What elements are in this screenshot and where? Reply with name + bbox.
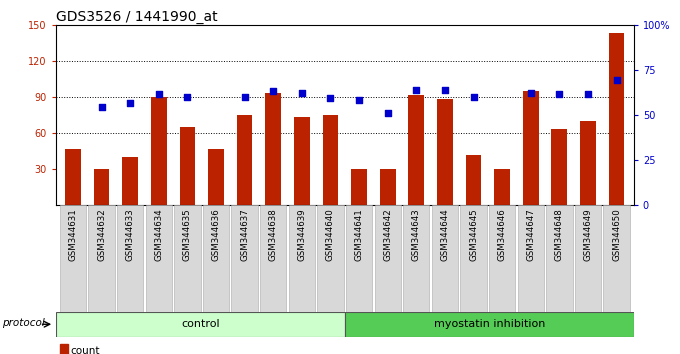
FancyBboxPatch shape bbox=[346, 205, 372, 312]
Text: GSM344649: GSM344649 bbox=[583, 209, 592, 261]
FancyBboxPatch shape bbox=[345, 312, 634, 337]
FancyBboxPatch shape bbox=[375, 205, 401, 312]
Text: GSM344650: GSM344650 bbox=[612, 209, 621, 261]
FancyBboxPatch shape bbox=[260, 205, 286, 312]
Point bbox=[554, 91, 565, 97]
Point bbox=[611, 77, 622, 82]
Bar bbox=[65, 149, 81, 205]
Bar bbox=[122, 157, 138, 205]
Bar bbox=[523, 91, 539, 205]
Bar bbox=[409, 95, 424, 205]
Point bbox=[153, 91, 164, 97]
Bar bbox=[380, 169, 396, 205]
Text: GSM344644: GSM344644 bbox=[441, 209, 449, 261]
Text: GSM344647: GSM344647 bbox=[526, 209, 535, 261]
Text: GSM344636: GSM344636 bbox=[211, 209, 220, 261]
Bar bbox=[294, 118, 309, 205]
Point bbox=[382, 110, 393, 116]
Point bbox=[239, 94, 250, 100]
Point bbox=[468, 94, 479, 100]
Text: myostatin inhibition: myostatin inhibition bbox=[434, 319, 545, 329]
FancyBboxPatch shape bbox=[517, 205, 544, 312]
FancyBboxPatch shape bbox=[231, 205, 258, 312]
FancyBboxPatch shape bbox=[489, 205, 515, 312]
Text: GSM344637: GSM344637 bbox=[240, 209, 249, 261]
FancyBboxPatch shape bbox=[203, 205, 229, 312]
Bar bbox=[94, 169, 109, 205]
Bar bbox=[466, 155, 481, 205]
FancyBboxPatch shape bbox=[460, 205, 487, 312]
FancyBboxPatch shape bbox=[117, 205, 143, 312]
Bar bbox=[322, 115, 339, 205]
Bar bbox=[551, 130, 567, 205]
Text: GSM344634: GSM344634 bbox=[154, 209, 163, 261]
Text: GSM344635: GSM344635 bbox=[183, 209, 192, 261]
Point bbox=[325, 96, 336, 101]
Bar bbox=[494, 169, 510, 205]
FancyBboxPatch shape bbox=[603, 205, 630, 312]
Text: GSM344632: GSM344632 bbox=[97, 209, 106, 261]
Text: GSM344646: GSM344646 bbox=[498, 209, 507, 261]
Point bbox=[96, 104, 107, 110]
FancyBboxPatch shape bbox=[403, 205, 430, 312]
Text: GSM344633: GSM344633 bbox=[126, 209, 135, 261]
Bar bbox=[437, 99, 453, 205]
Text: GSM344641: GSM344641 bbox=[354, 209, 364, 261]
Point bbox=[182, 94, 193, 100]
Point bbox=[526, 90, 537, 96]
Bar bbox=[265, 93, 281, 205]
Text: GSM344631: GSM344631 bbox=[69, 209, 78, 261]
Bar bbox=[151, 97, 167, 205]
FancyBboxPatch shape bbox=[60, 205, 86, 312]
Text: GSM344638: GSM344638 bbox=[269, 209, 277, 261]
Text: control: control bbox=[181, 319, 220, 329]
FancyBboxPatch shape bbox=[56, 312, 345, 337]
Text: GSM344642: GSM344642 bbox=[384, 209, 392, 261]
Point bbox=[583, 91, 594, 97]
FancyBboxPatch shape bbox=[432, 205, 458, 312]
Text: GSM344639: GSM344639 bbox=[297, 209, 306, 261]
Point bbox=[296, 90, 307, 96]
Text: GSM344645: GSM344645 bbox=[469, 209, 478, 261]
Text: protocol: protocol bbox=[2, 318, 45, 328]
Point bbox=[439, 87, 450, 93]
Point bbox=[411, 87, 422, 93]
Text: GSM344640: GSM344640 bbox=[326, 209, 335, 261]
Bar bbox=[580, 121, 596, 205]
Text: GDS3526 / 1441990_at: GDS3526 / 1441990_at bbox=[56, 10, 218, 24]
Bar bbox=[609, 33, 624, 205]
FancyBboxPatch shape bbox=[575, 205, 601, 312]
Text: GSM344643: GSM344643 bbox=[412, 209, 421, 261]
FancyBboxPatch shape bbox=[174, 205, 201, 312]
Bar bbox=[351, 169, 367, 205]
Text: GSM344648: GSM344648 bbox=[555, 209, 564, 261]
Bar bbox=[60, 343, 68, 354]
FancyBboxPatch shape bbox=[146, 205, 172, 312]
Bar bbox=[237, 115, 252, 205]
Point bbox=[354, 97, 364, 103]
Point bbox=[268, 88, 279, 94]
Bar bbox=[208, 149, 224, 205]
FancyBboxPatch shape bbox=[546, 205, 573, 312]
FancyBboxPatch shape bbox=[318, 205, 343, 312]
Bar bbox=[180, 127, 195, 205]
Text: count: count bbox=[71, 346, 100, 354]
Point bbox=[124, 100, 135, 105]
FancyBboxPatch shape bbox=[289, 205, 315, 312]
FancyBboxPatch shape bbox=[88, 205, 115, 312]
